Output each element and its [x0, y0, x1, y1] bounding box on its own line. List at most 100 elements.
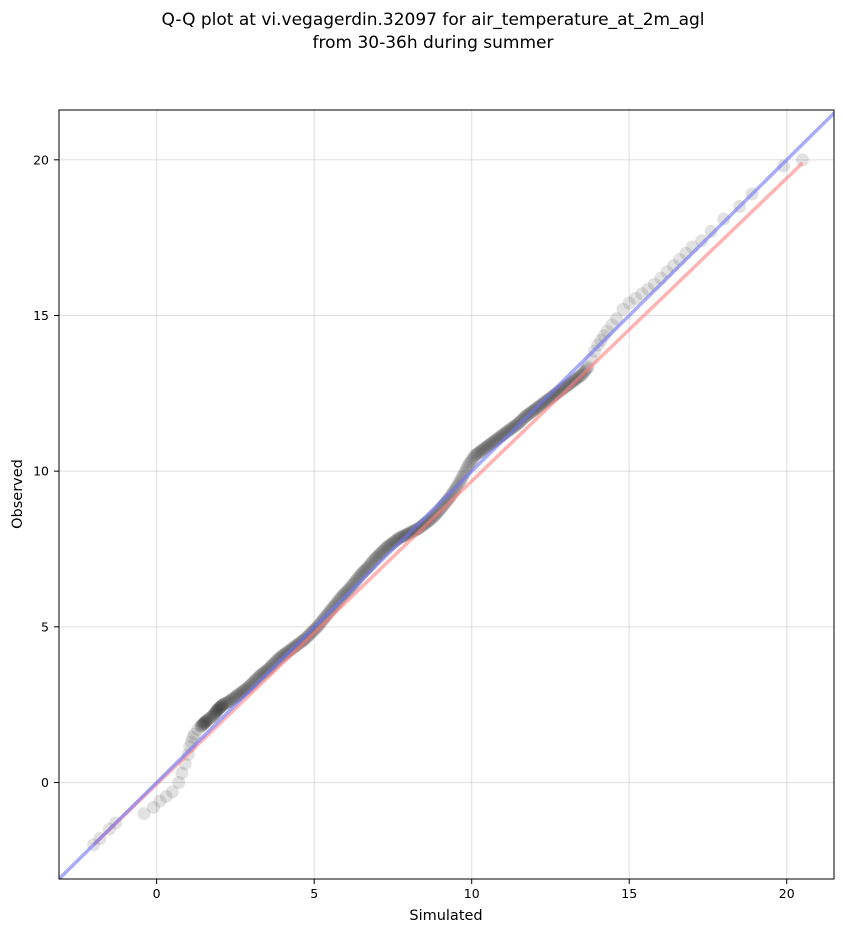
- qq-point: [561, 378, 575, 392]
- qq-point: [565, 375, 579, 389]
- qq-point: [312, 618, 326, 632]
- qq-point: [507, 420, 521, 434]
- qq-point: [222, 695, 236, 709]
- qq-point: [211, 703, 225, 717]
- qq-point: [214, 700, 228, 714]
- qq-point: [629, 291, 643, 305]
- qq-point: [147, 800, 161, 814]
- qq-point: [503, 422, 517, 436]
- y-tick-label: 0: [41, 775, 49, 790]
- qq-point: [217, 697, 231, 711]
- qq-point: [622, 296, 636, 310]
- qq-point: [506, 421, 520, 435]
- qq-point: [213, 700, 227, 714]
- qq-point: [468, 449, 482, 463]
- qq-point: [339, 585, 353, 599]
- qq-point: [211, 702, 225, 716]
- x-tick-label: 10: [464, 886, 480, 901]
- x-tick-label: 0: [153, 886, 161, 901]
- fit-line: [92, 161, 804, 847]
- qq-point: [342, 582, 356, 596]
- qq-point: [208, 706, 222, 720]
- qq-point: [165, 785, 179, 799]
- qq-point: [221, 695, 235, 709]
- qq-point: [197, 716, 211, 730]
- qq-point: [464, 454, 478, 468]
- qq-point: [153, 794, 167, 808]
- qq-point: [194, 719, 208, 733]
- qq-point: [203, 711, 217, 725]
- qq-point: [594, 333, 608, 347]
- qq-point: [198, 716, 212, 730]
- qq-point: [344, 579, 358, 593]
- plot-frame: [58, 109, 835, 880]
- qq-point: [307, 624, 321, 638]
- qq-point: [303, 627, 317, 641]
- qq-point: [305, 625, 319, 639]
- qq-point: [175, 766, 189, 780]
- identity-line: [59, 111, 834, 879]
- qq-point: [195, 718, 209, 732]
- qq-point: [343, 581, 357, 595]
- qq-point: [209, 705, 223, 719]
- qq-point: [338, 586, 352, 600]
- x-axis-ticks: 0 5 10 15 20: [153, 879, 795, 901]
- qq-point: [191, 723, 205, 737]
- qq-point: [223, 694, 237, 708]
- qq-point: [469, 448, 483, 462]
- qq-point: [467, 450, 481, 464]
- qq-point: [296, 633, 310, 647]
- qq-point: [536, 397, 550, 411]
- x-axis-label: Simulated: [409, 908, 482, 924]
- qq-point: [334, 590, 348, 604]
- qq-point: [200, 713, 214, 727]
- qq-point: [695, 234, 709, 248]
- qq-point: [504, 421, 518, 435]
- qq-point: [172, 775, 186, 789]
- grid-lines: [59, 110, 834, 879]
- qq-point: [610, 312, 624, 326]
- qq-point: [337, 587, 351, 601]
- qq-point: [215, 699, 229, 713]
- qq-point: [309, 621, 323, 635]
- qq-point: [208, 707, 222, 721]
- qq-point: [475, 443, 489, 457]
- qq-point: [463, 456, 477, 470]
- qq-point: [159, 789, 173, 803]
- qq-point: [205, 709, 219, 723]
- qq-point: [308, 622, 322, 636]
- qq-point: [220, 696, 234, 710]
- qq-point: [777, 159, 791, 173]
- qq-point: [201, 712, 215, 726]
- x-tick-label: 15: [621, 886, 637, 901]
- qq-point: [204, 710, 218, 724]
- qq-point: [462, 458, 476, 472]
- qq-point: [210, 703, 224, 717]
- qq-point: [482, 438, 496, 452]
- qq-point: [198, 715, 212, 729]
- qq-point: [455, 470, 469, 484]
- qq-point: [187, 727, 201, 741]
- qq-point: [196, 718, 210, 732]
- y-tick-label: 20: [33, 152, 49, 167]
- y-axis-ticks: 0 5 10 15 20: [33, 152, 59, 790]
- qq-point: [564, 376, 578, 390]
- qq-point: [213, 701, 227, 715]
- y-tick-label: 10: [33, 464, 49, 479]
- qq-point: [717, 212, 731, 226]
- qq-point: [470, 447, 484, 461]
- qq-point: [480, 439, 494, 453]
- qq-point: [478, 441, 492, 455]
- qq-point: [341, 584, 355, 598]
- qq-point: [215, 698, 229, 712]
- qq-point: [218, 696, 232, 710]
- qq-point: [616, 302, 630, 316]
- qq-point: [472, 446, 486, 460]
- y-tick-label: 15: [33, 308, 49, 323]
- qq-point: [207, 708, 221, 722]
- qq-point: [396, 529, 410, 543]
- qq-point: [465, 452, 479, 466]
- qq-point: [336, 589, 350, 603]
- qq-point: [137, 807, 151, 821]
- qq-point: [704, 224, 718, 238]
